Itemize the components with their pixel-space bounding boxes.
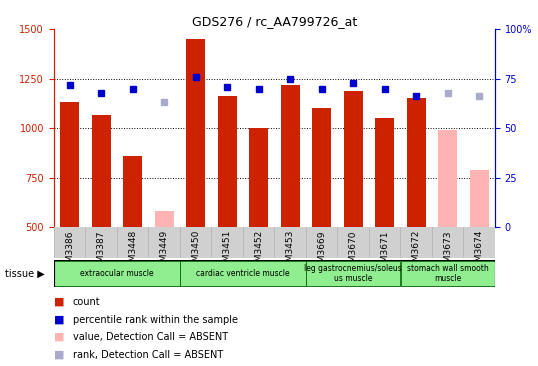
Text: value, Detection Call = ABSENT: value, Detection Call = ABSENT: [73, 332, 228, 342]
Text: GSM3673: GSM3673: [443, 230, 452, 273]
Text: rank, Detection Call = ABSENT: rank, Detection Call = ABSENT: [73, 350, 223, 360]
Bar: [249, 128, 268, 227]
Bar: [186, 39, 205, 227]
Text: ■: ■: [54, 297, 65, 307]
Text: GSM3671: GSM3671: [380, 230, 389, 273]
Text: GSM3452: GSM3452: [254, 230, 263, 273]
Text: ■: ■: [54, 314, 65, 325]
Text: GSM3672: GSM3672: [412, 230, 421, 273]
Bar: [401, 261, 494, 287]
Bar: [470, 169, 489, 227]
Bar: [60, 102, 79, 227]
Bar: [281, 85, 300, 227]
Text: count: count: [73, 297, 100, 307]
Bar: [91, 115, 110, 227]
Text: tissue ▶: tissue ▶: [5, 269, 45, 279]
Text: percentile rank within the sample: percentile rank within the sample: [73, 314, 238, 325]
Bar: [306, 261, 400, 287]
Bar: [54, 261, 180, 287]
Text: GSM3449: GSM3449: [160, 230, 168, 273]
Bar: [438, 130, 457, 227]
Bar: [154, 211, 174, 227]
Text: GSM3386: GSM3386: [65, 230, 74, 273]
Text: GSM3674: GSM3674: [475, 230, 484, 273]
Bar: [375, 118, 394, 227]
Bar: [407, 98, 426, 227]
Text: extraocular muscle: extraocular muscle: [80, 269, 154, 278]
Text: stomach wall smooth
muscle: stomach wall smooth muscle: [407, 264, 489, 283]
Text: cardiac ventricle muscle: cardiac ventricle muscle: [196, 269, 289, 278]
Text: GSM3448: GSM3448: [128, 230, 137, 273]
Text: GSM3453: GSM3453: [286, 230, 295, 273]
Text: GSM3669: GSM3669: [317, 230, 326, 273]
Text: leg gastrocnemius/soleus
us muscle: leg gastrocnemius/soleus us muscle: [305, 264, 402, 283]
Text: GSM3670: GSM3670: [349, 230, 358, 273]
Text: ■: ■: [54, 350, 65, 360]
Bar: [123, 156, 142, 227]
Bar: [312, 108, 331, 227]
Text: ■: ■: [54, 332, 65, 342]
Text: GSM3450: GSM3450: [191, 230, 200, 273]
Text: GSM3387: GSM3387: [96, 230, 105, 273]
Text: GSM3451: GSM3451: [223, 230, 232, 273]
Bar: [180, 261, 306, 287]
Bar: [344, 90, 363, 227]
Bar: [218, 97, 237, 227]
Title: GDS276 / rc_AA799726_at: GDS276 / rc_AA799726_at: [192, 15, 357, 28]
